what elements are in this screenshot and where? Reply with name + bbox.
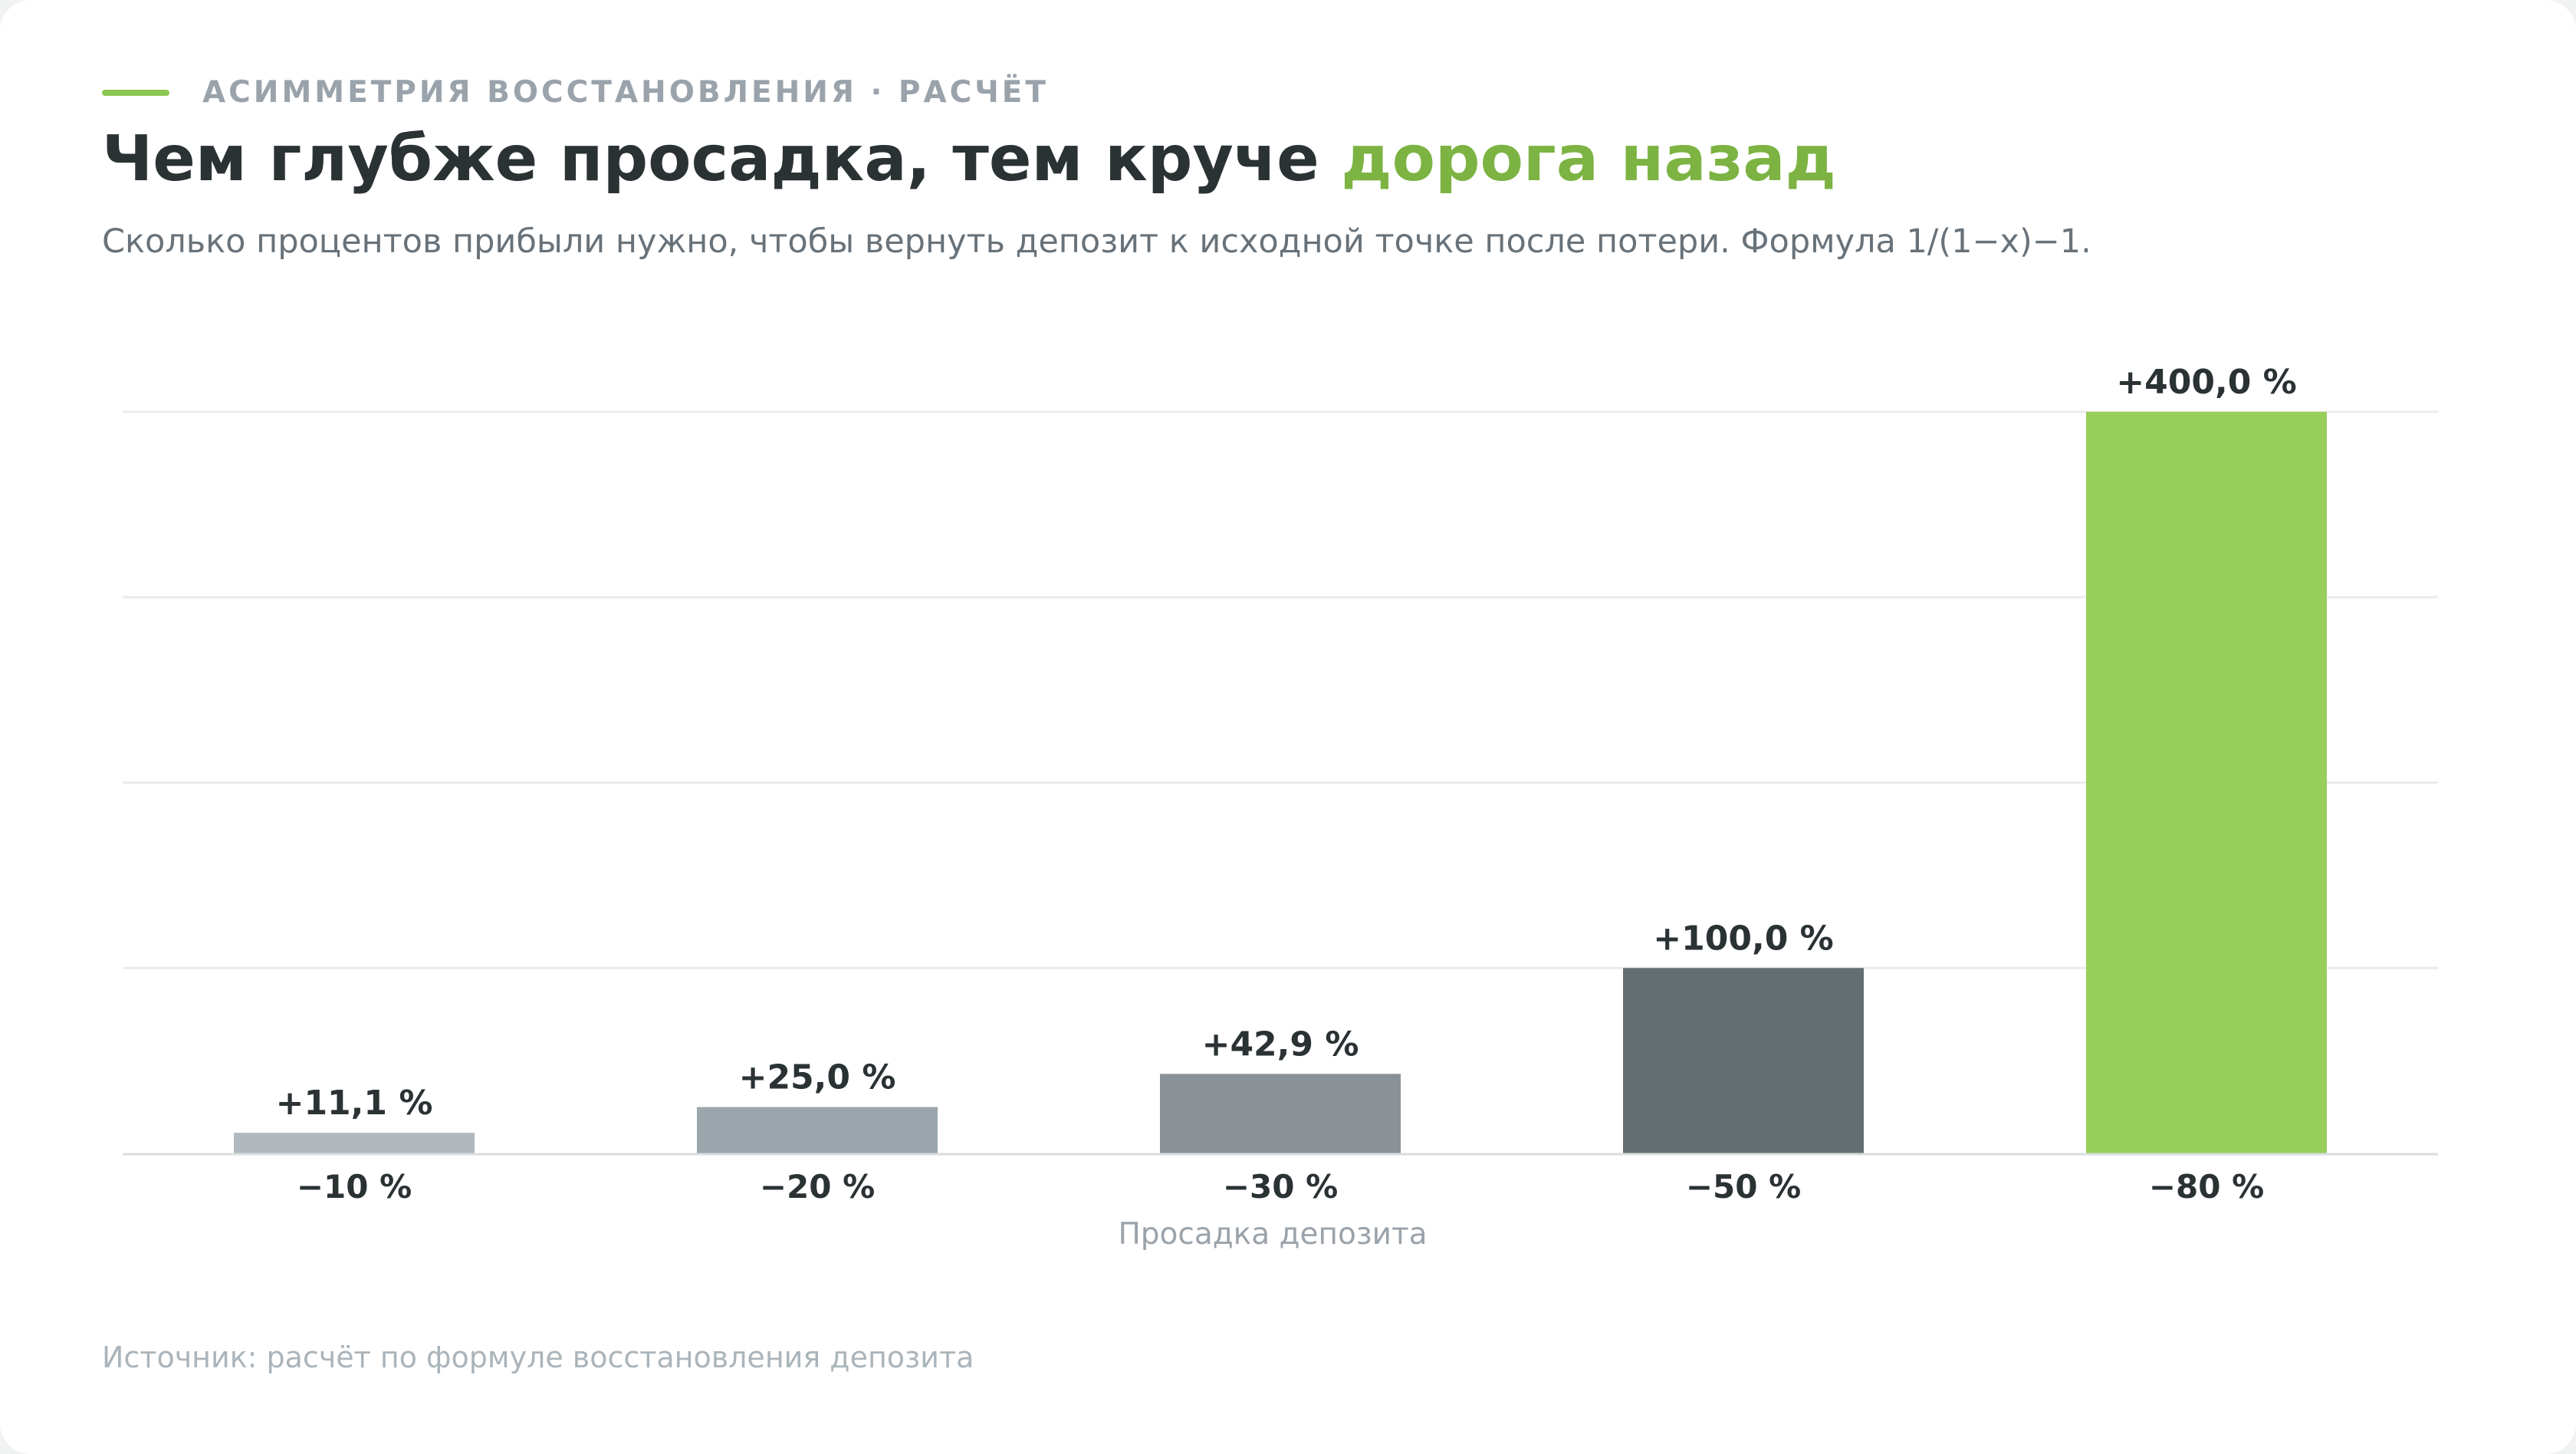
x-tick-label: −10 % — [297, 1168, 412, 1206]
data-label: +25,0 % — [739, 1058, 896, 1097]
bar — [1623, 968, 1864, 1153]
x-axis-title: Просадка депозита — [1118, 1217, 1427, 1252]
title-main: Чем глубже просадка, тем круче — [102, 123, 1342, 196]
bar — [1160, 1074, 1401, 1153]
x-tick-label: −30 % — [1223, 1168, 1338, 1206]
data-label: +42,9 % — [1202, 1025, 1359, 1064]
bar-chart: +11,1 % −10 % +25,0 % −20 % +42,9 % −30 % +100… — [123, 363, 2438, 1252]
title-accent: дорога назад — [1341, 123, 1836, 196]
data-label: +400,0 % — [2116, 363, 2296, 402]
subtitle: Сколько процентов прибыли нужно, чтобы в… — [102, 222, 2091, 261]
bar — [234, 1133, 475, 1153]
bar — [697, 1107, 938, 1153]
x-tick-label: −80 % — [2149, 1168, 2264, 1206]
eyebrow: Асимметрия восстановления · Расчёт — [102, 75, 1049, 110]
eyebrow-accent-bar — [102, 89, 169, 96]
x-tick-label: −50 % — [1686, 1168, 1801, 1206]
data-label: +100,0 % — [1653, 919, 1833, 958]
eyebrow-label: Асимметрия восстановления · Расчёт — [202, 75, 1050, 110]
x-tick-label: −20 % — [760, 1168, 875, 1206]
page-title: Чем глубже просадка, тем круче дорога на… — [102, 123, 1836, 196]
bar — [2086, 412, 2327, 1153]
source-note: Источник: расчёт по формуле восстановлен… — [102, 1341, 974, 1374]
data-label: +11,1 % — [276, 1084, 433, 1123]
